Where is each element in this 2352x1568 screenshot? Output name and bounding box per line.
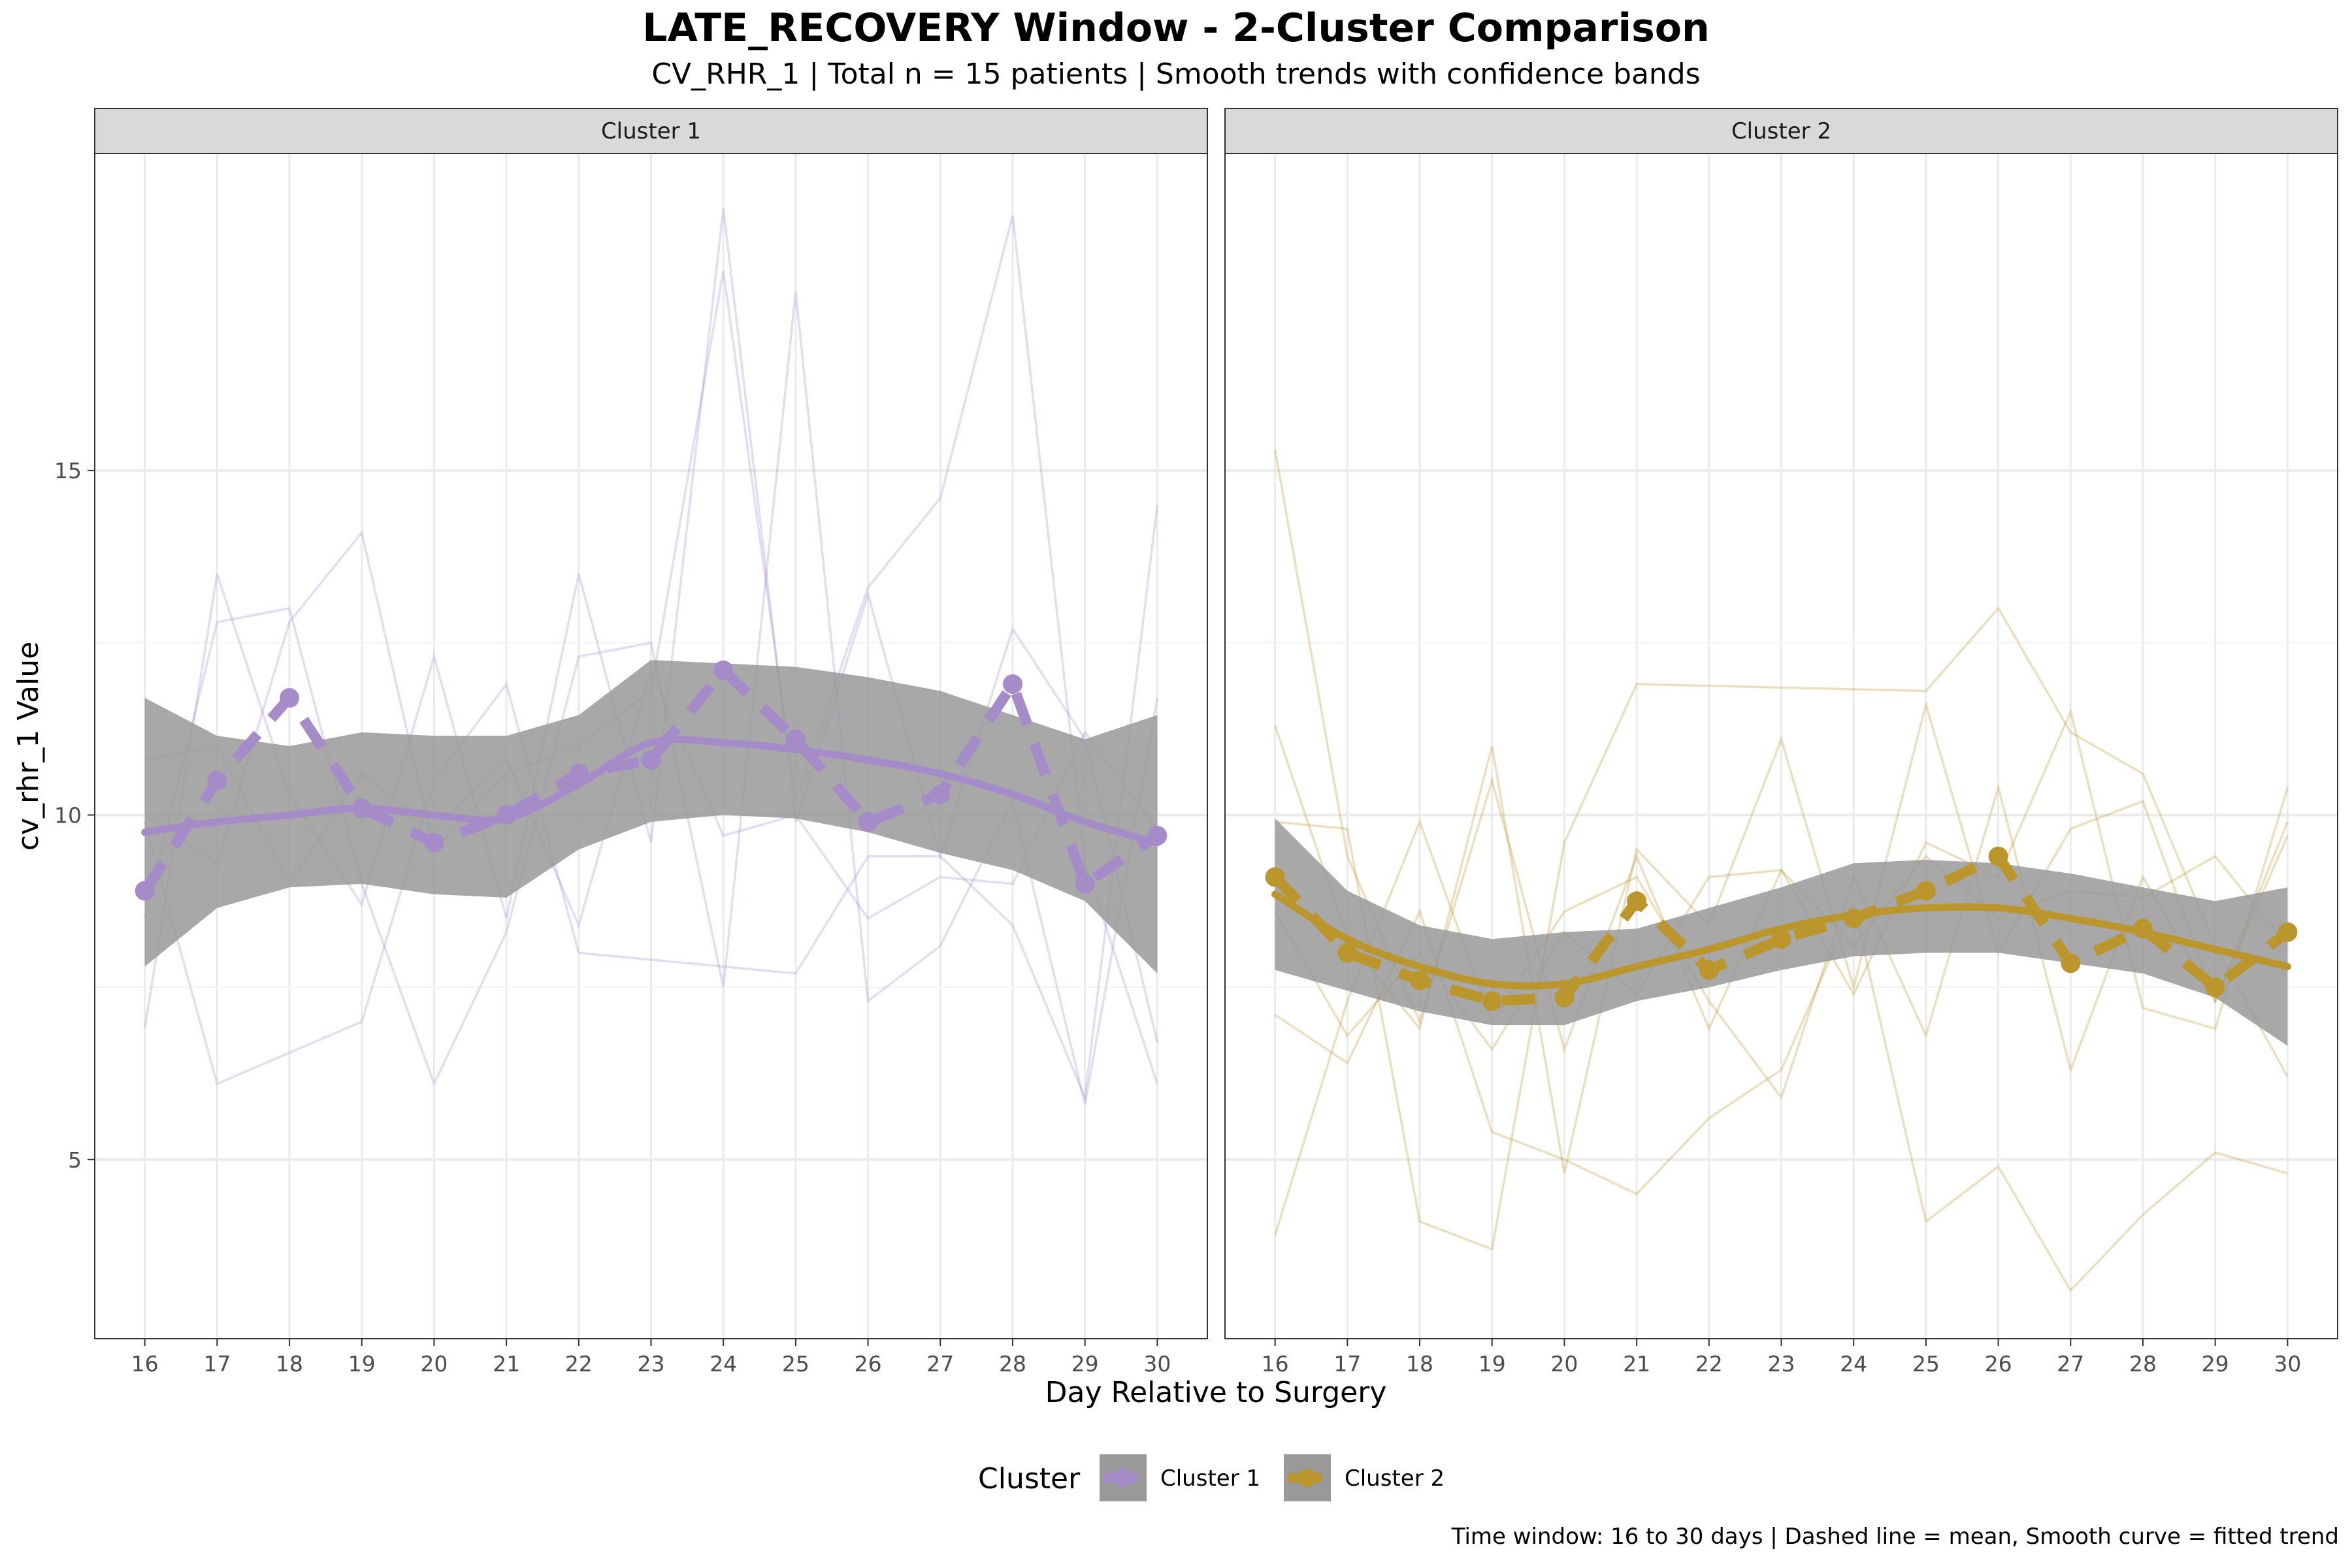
x-tick-label: 25 xyxy=(782,1351,809,1377)
mean-point xyxy=(1410,970,1430,990)
y-tick-label: 10 xyxy=(54,802,82,828)
legend: Cluster Cluster 1 Cluster 2 xyxy=(978,1454,1445,1501)
mean-point xyxy=(280,688,300,708)
x-tick-label: 21 xyxy=(1623,1351,1650,1377)
mean-point xyxy=(713,660,734,680)
y-axis-label: cv_rhr_1 Value xyxy=(12,642,45,851)
x-tick-label: 30 xyxy=(2274,1351,2301,1377)
legend-title: Cluster xyxy=(978,1462,1081,1495)
facet-strip xyxy=(94,108,1208,154)
legend-key-point xyxy=(1298,1469,1316,1487)
x-tick-label: 20 xyxy=(420,1351,448,1377)
x-tick-label: 17 xyxy=(1333,1351,1361,1377)
confidence-band xyxy=(144,660,1158,973)
x-tick-label: 27 xyxy=(2057,1351,2084,1377)
trend-curve xyxy=(1271,890,2291,990)
y-tick-label: 5 xyxy=(68,1147,82,1173)
patient-trajectory xyxy=(1275,606,2289,1251)
facet-strip-label: Cluster 1 xyxy=(601,118,701,144)
x-tick-label: 27 xyxy=(926,1351,954,1377)
mean-point xyxy=(1771,929,1791,949)
x-tick-label: 28 xyxy=(2129,1351,2157,1377)
mean-point xyxy=(207,770,227,791)
x-tick-label: 17 xyxy=(203,1351,231,1377)
x-tick-label: 23 xyxy=(1768,1351,1795,1377)
x-tick-label: 29 xyxy=(2202,1351,2229,1377)
facet-panel-2: Cluster 2 16 17 18 19 20 21 22 23 24 25 26 27 28 29 30 xyxy=(1224,108,2338,1377)
mean-point xyxy=(1075,874,1095,894)
mean-point xyxy=(424,832,444,853)
mean-point xyxy=(1002,674,1022,694)
facet-strip xyxy=(1224,108,2338,154)
mean-point xyxy=(2278,922,2298,942)
mean-point xyxy=(1265,867,1285,887)
legend-key-point xyxy=(1114,1469,1132,1487)
x-tick-label: 29 xyxy=(1071,1351,1099,1377)
x-tick-label: 28 xyxy=(999,1351,1026,1377)
facet-strip-label: Cluster 2 xyxy=(1731,118,1831,144)
mean-point xyxy=(1337,943,1358,963)
mean-point xyxy=(930,784,951,804)
mean-point xyxy=(1482,991,1502,1011)
x-tick-label: 24 xyxy=(1840,1351,1867,1377)
legend-label: Cluster 2 xyxy=(1345,1465,1445,1492)
y-tick-label: 15 xyxy=(54,458,82,483)
mean-point xyxy=(785,729,806,749)
mean-point xyxy=(641,750,661,770)
mean-point xyxy=(1988,846,2008,866)
x-tick-label: 23 xyxy=(638,1351,665,1377)
x-tick-label: 18 xyxy=(1406,1351,1433,1377)
x-tick-label: 18 xyxy=(276,1351,303,1377)
x-tick-label: 19 xyxy=(348,1351,376,1377)
mean-point xyxy=(2061,953,2081,973)
mean-point xyxy=(1627,891,1647,911)
x-tick-label: 19 xyxy=(1478,1351,1506,1377)
x-tick-label: 22 xyxy=(565,1351,593,1377)
x-tick-label: 16 xyxy=(1262,1351,1289,1377)
mean-point xyxy=(1699,960,1719,980)
x-tick-label: 25 xyxy=(1912,1351,1940,1377)
x-tick-label: 24 xyxy=(710,1351,737,1377)
facet-panel-1: Cluster 1 16 17 18 19 20 21 22 23 24 25 26 27 28 29 30 5… xyxy=(54,108,1208,1377)
x-tick-label: 30 xyxy=(1143,1351,1171,1377)
mean-line xyxy=(140,665,1160,894)
chart-title: LATE_RECOVERY Window - 2-Cluster Compari… xyxy=(642,5,1710,51)
x-tick-label: 26 xyxy=(855,1351,882,1377)
x-axis-label: Day Relative to Surgery xyxy=(1045,1376,1387,1409)
x-tick-label: 22 xyxy=(1695,1351,1723,1377)
chart-caption: Time window: 16 to 30 days | Dashed line… xyxy=(1451,1524,2339,1550)
mean-point xyxy=(135,881,155,901)
trend-curve xyxy=(141,736,1161,847)
x-tick-label: 20 xyxy=(1550,1351,1578,1377)
chart-subtitle: CV_RHR_1 | Total n = 15 patients | Smoot… xyxy=(651,57,1701,91)
legend-label: Cluster 1 xyxy=(1160,1465,1260,1492)
x-tick-label: 16 xyxy=(131,1351,159,1377)
mean-point xyxy=(1554,987,1575,1007)
mean-line xyxy=(1271,851,2291,1007)
x-tick-label: 26 xyxy=(1985,1351,2012,1377)
mean-point xyxy=(858,812,878,832)
mean-point xyxy=(2205,977,2225,998)
mean-point xyxy=(1916,881,1936,901)
x-tick-label: 21 xyxy=(493,1351,520,1377)
patient-trajectory xyxy=(143,504,1159,1102)
